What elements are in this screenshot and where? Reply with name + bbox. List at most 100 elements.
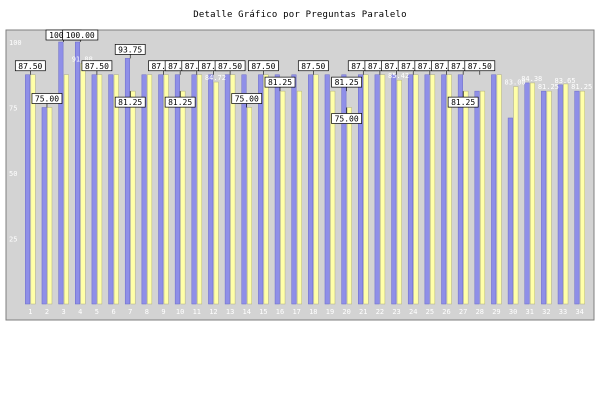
bar-series-a [141, 74, 147, 305]
data-label: 87.50 [18, 62, 42, 71]
x-tick-label: 28 [476, 308, 484, 316]
x-tick-label: 32 [542, 308, 550, 316]
x-tick-label: 2 [45, 308, 49, 316]
bar-series-a [25, 74, 31, 305]
bar-series-b [197, 74, 203, 305]
data-label: 87.50 [185, 62, 209, 71]
data-label: 75.00 [235, 95, 259, 104]
bar-series-b [113, 74, 119, 305]
x-tick-label: 14 [243, 308, 251, 316]
data-label: 81.25 [118, 98, 142, 107]
faint-data-label: 83.00 [505, 79, 526, 87]
bar-series-a [407, 74, 413, 305]
y-tick-label: 50 [9, 170, 17, 178]
bar-series-a [457, 74, 463, 305]
bar-series-b [480, 90, 486, 305]
bar-series-a [41, 107, 47, 305]
bar-series-b [47, 107, 53, 305]
data-label-box [264, 76, 296, 88]
bar-series-a [291, 74, 297, 305]
x-tick-label: 16 [276, 308, 284, 316]
bar-series-b [413, 74, 419, 305]
x-tick-label: 12 [209, 308, 217, 316]
bar-series-a [91, 74, 97, 305]
data-label: 87.50 [251, 62, 275, 71]
data-label: 81.25 [451, 98, 475, 107]
y-tick-label: 100 [9, 39, 22, 47]
bar-series-b [30, 74, 36, 305]
x-tick-label: 9 [161, 308, 165, 316]
faint-data-label: 85.42 [388, 72, 409, 80]
bar-series-b [296, 90, 302, 305]
bar-series-a [474, 90, 480, 305]
bar-series-a [358, 74, 364, 305]
bar-series-a [557, 84, 563, 305]
bar-series-b [163, 74, 169, 305]
data-label: 75.00 [335, 115, 359, 124]
bar-series-b [130, 90, 136, 305]
bar-series-a [491, 74, 497, 305]
bar-series-a [308, 74, 314, 305]
bar-series-a [341, 74, 347, 305]
data-label-box [14, 60, 46, 72]
data-label: 87.50 [151, 62, 175, 71]
data-label-box [297, 60, 329, 72]
bar-series-b [280, 90, 286, 305]
bar-series-a [208, 74, 214, 305]
data-label: 75.00 [35, 95, 59, 104]
x-tick-label: 4 [78, 308, 82, 316]
bar-series-b [346, 107, 352, 305]
data-label: 87.50 [351, 62, 375, 71]
x-tick-label: 18 [309, 308, 317, 316]
bar-series-b [529, 82, 535, 305]
bar-series-b [380, 74, 386, 305]
bar-series-b [230, 74, 236, 305]
x-tick-label: 25 [426, 308, 434, 316]
bar-series-a [324, 74, 330, 305]
x-tick-label: 19 [326, 308, 334, 316]
data-label: 87.50 [168, 62, 192, 71]
y-tick-label: 75 [9, 105, 17, 113]
bar-series-a [174, 74, 180, 305]
data-label: 81.25 [168, 98, 192, 107]
faint-data-label: 81.25 [538, 83, 559, 91]
bar-series-b [430, 74, 436, 305]
data-label: 87.50 [368, 62, 392, 71]
faint-data-label: 84.38 [521, 75, 542, 83]
x-tick-label: 29 [492, 308, 500, 316]
bar-series-a [441, 74, 447, 305]
x-tick-label: 33 [559, 308, 567, 316]
bar-series-b [147, 74, 153, 305]
bar-series-a [374, 74, 380, 305]
bar-series-b [513, 86, 519, 305]
bar-series-b [80, 63, 86, 305]
chart-title: Detalle Gráfico por Preguntas Paralelo [193, 10, 407, 20]
bar-series-a [75, 41, 81, 305]
x-tick-label: 13 [226, 308, 234, 316]
bar-series-a [541, 90, 547, 305]
data-label-box [214, 60, 246, 72]
bar-series-a [158, 74, 164, 305]
faint-data-label: 91.88 [72, 55, 93, 63]
faint-data-label: 81.25 [571, 83, 592, 91]
bar-series-b [63, 74, 69, 305]
x-tick-label: 34 [575, 308, 583, 316]
data-label-box [31, 93, 63, 104]
bar-series-b [313, 74, 319, 305]
x-tick-label: 7 [128, 308, 132, 316]
x-tick-label: 31 [526, 308, 534, 316]
bar-series-b [496, 74, 502, 305]
x-tick-label: 6 [111, 308, 115, 316]
x-tick-label: 21 [359, 308, 367, 316]
bar-series-b [97, 74, 103, 305]
x-tick-label: 26 [442, 308, 450, 316]
x-tick-label: 30 [509, 308, 517, 316]
faint-data-label: 84.72 [205, 74, 226, 82]
faint-data-label: 83.65 [554, 77, 575, 85]
y-tick-label: 25 [9, 236, 17, 244]
x-tick-label: 10 [176, 308, 184, 316]
bar-series-b [363, 74, 369, 305]
data-label-box [447, 96, 479, 108]
bar-series-a [108, 74, 114, 305]
